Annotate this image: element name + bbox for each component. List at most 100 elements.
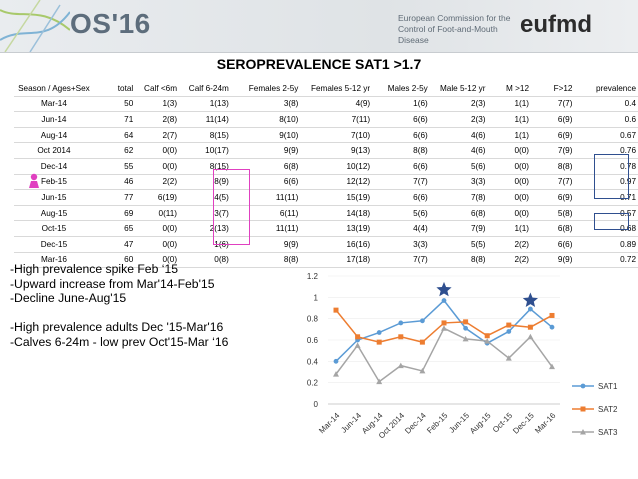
table-cell: 9(9)	[230, 142, 301, 159]
table-cell: 62	[93, 142, 136, 159]
table-row: Dec-15 47 0(0) 1(6) 9(9) 16(16) 3(3) 5(5) 2(2) 6(…	[14, 236, 638, 253]
y-tick-label: 0.6	[307, 336, 319, 345]
data-point-sat3	[484, 338, 491, 344]
table-cell: 2(2)	[487, 236, 532, 253]
table-cell: 1(1)	[487, 127, 532, 144]
data-point-sat3	[462, 335, 469, 342]
table-cell: 9(9)	[531, 252, 575, 269]
season-cell: Oct-15	[14, 220, 94, 237]
table-cell: 6(6)	[372, 111, 430, 128]
table-cell: 6(8)	[531, 220, 575, 237]
note-line: -High prevalence adults Dec '15-Mar'16	[10, 320, 224, 335]
table-cell: 5(6)	[372, 205, 430, 222]
season-cell: Aug-14	[14, 127, 94, 144]
y-tick-label: 1.2	[307, 272, 319, 281]
table-cell: 4(5)	[179, 189, 231, 206]
x-tick-label: Aug-15	[468, 411, 493, 436]
table-cell: 2(2)	[487, 252, 532, 269]
header-banner: OS'16 European Commission for the Contro…	[0, 0, 638, 53]
column-header: F>12	[531, 81, 575, 97]
season-cell: Aug-15	[14, 205, 94, 222]
data-point-sat3	[333, 371, 339, 377]
table-cell: 1(1)	[487, 96, 532, 113]
table-row: Feb-15 46 2(2) 8(9) 6(6) 12(12) 7(7) 3(3) 0(0) 7(…	[14, 174, 638, 191]
table-cell: 1(13)	[179, 96, 231, 113]
table-cell: 0(0)	[135, 252, 180, 269]
table-cell: 0.72	[574, 252, 638, 269]
table-cell: 55	[93, 158, 136, 175]
table-cell: 1(3)	[135, 96, 180, 113]
table-row: Jun-14 71 2(8) 11(14) 8(10) 7(11) 6(6) 2(3) 1(1)…	[14, 111, 638, 128]
data-point-sat2	[484, 333, 490, 339]
table-cell: 0(0)	[487, 189, 532, 206]
season-cell: Dec-15	[14, 236, 94, 253]
decorative-lines	[0, 0, 70, 52]
table-cell: 6(8)	[230, 158, 301, 175]
table-cell: 2(2)	[135, 174, 180, 191]
table-cell: 6(6)	[372, 158, 430, 175]
table-cell: 0(0)	[487, 174, 532, 191]
table-cell: 5(8)	[531, 205, 575, 222]
table-row: Jun-15 77 6(19) 4(5) 11(11) 15(19) 6(6) 7(8) 0(0…	[14, 189, 638, 206]
data-point-sat2	[441, 320, 447, 326]
table-cell: 6(19)	[135, 189, 180, 206]
column-header: Calf <6m	[135, 81, 180, 97]
table-cell: 0.89	[574, 236, 638, 253]
legend-marker	[580, 429, 586, 435]
table-cell: 9(10)	[230, 127, 301, 144]
column-header: M >12	[487, 81, 532, 97]
data-point-sat2	[527, 324, 533, 330]
table-cell: 60	[93, 252, 136, 269]
table-cell: 15(19)	[300, 189, 373, 206]
table-cell: 0(0)	[487, 158, 532, 175]
y-tick-label: 0.8	[307, 315, 319, 324]
table-cell: 10(17)	[179, 142, 231, 159]
legend-label: SAT3	[598, 428, 618, 437]
data-point-sat1	[376, 330, 382, 335]
table-cell: 4(6)	[429, 127, 488, 144]
table-cell: 8(9)	[179, 174, 231, 191]
season-cell: Mar-14	[14, 96, 94, 113]
seroprevalence-table: Season / Ages+Sex total Calf <6m Calf 6-24m…	[14, 81, 638, 269]
table-row: Mar-14 50 1(3) 1(13) 3(8) 4(9) 1(6) 2(3) 1(1) 7(7…	[14, 96, 638, 113]
conference-logo: OS'16	[70, 8, 151, 39]
table-cell: 0(0)	[135, 236, 180, 253]
season-cell: Jun-15	[14, 189, 94, 206]
table-cell: 4(9)	[300, 96, 373, 113]
data-point-sat2	[463, 319, 469, 325]
data-point-sat2	[355, 334, 361, 340]
table-cell: 0(0)	[135, 158, 180, 175]
table-cell: 6(9)	[531, 111, 575, 128]
table-cell: 8(15)	[179, 127, 231, 144]
table-cell: 3(3)	[429, 174, 488, 191]
data-point-sat1	[463, 325, 468, 331]
season-cell: Jun-14	[14, 111, 94, 128]
table-row: Oct 2014 62 0(0) 10(17) 9(9) 9(13) 8(8) 4(6) 0(0…	[14, 142, 638, 159]
table-cell: 0(0)	[135, 142, 180, 159]
prevalence-highlight-box-dec15	[594, 213, 629, 230]
series-line-sat1	[335, 299, 553, 362]
data-point-sat3	[505, 355, 512, 361]
table-cell: 3(7)	[179, 205, 231, 222]
table-row: Dec-14 55 0(0) 8(15) 6(8) 10(12) 6(6) 5(6) 0(0) 8…	[14, 158, 638, 175]
column-header: total	[93, 81, 136, 97]
data-point-sat1	[528, 306, 533, 312]
table-cell: 2(7)	[135, 127, 180, 144]
table-cell: 50	[93, 96, 136, 113]
note-line: -Calves 6-24m - low prev Oct'15-Mar ‘16	[10, 334, 229, 349]
data-point-sat3	[397, 362, 404, 369]
y-tick-label: 0.4	[307, 357, 319, 366]
note-line: -High prevalence spike Feb ‘15	[10, 262, 179, 276]
observation-notes: -High prevalence spike Feb ‘15 -Upward i…	[10, 262, 228, 350]
season-cell: Mar-16	[14, 252, 94, 269]
organization-name: European Commission for the Control of F…	[398, 13, 511, 45]
star-annotation	[436, 281, 452, 297]
table-cell: 7(11)	[300, 111, 373, 128]
data-point-sat1	[506, 329, 512, 334]
table-cell: 8(15)	[179, 158, 231, 175]
table-cell: 16(16)	[300, 236, 373, 253]
calf-highlight-box	[213, 169, 250, 245]
table-cell: 1(1)	[487, 220, 532, 237]
column-header: Season / Ages+Sex	[14, 81, 94, 97]
